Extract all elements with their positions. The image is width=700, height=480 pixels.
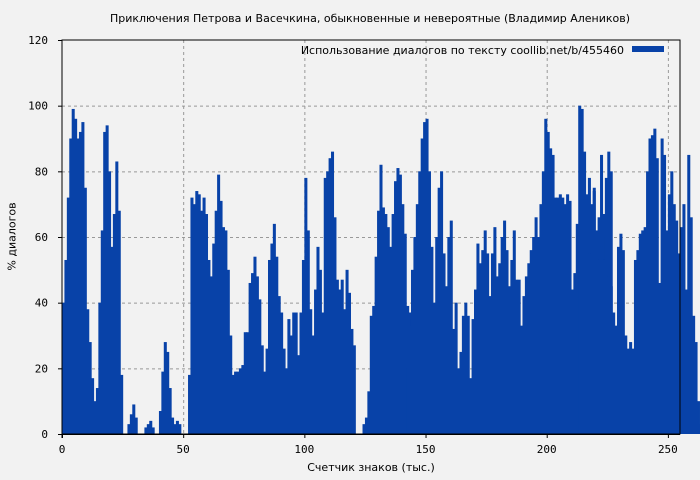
svg-text:150: 150 bbox=[416, 443, 436, 456]
chart-title: Приключения Петрова и Васечкина, обыкнов… bbox=[109, 12, 631, 25]
axes: 0 20 40 60 80 100 120 0 50 100 150 200 250 bbox=[28, 34, 681, 456]
svg-text:80: 80 bbox=[35, 165, 48, 178]
svg-text:120: 120 bbox=[28, 34, 48, 47]
svg-text:200: 200 bbox=[537, 443, 557, 456]
svg-text:60: 60 bbox=[35, 231, 48, 244]
svg-text:20: 20 bbox=[35, 362, 48, 375]
svg-text:250: 250 bbox=[658, 443, 678, 456]
legend-label: Использование диалогов по тексту coollib… bbox=[301, 44, 624, 57]
svg-text:0: 0 bbox=[41, 428, 48, 441]
svg-text:40: 40 bbox=[35, 297, 48, 310]
data-bars bbox=[62, 105, 700, 435]
svg-text:100: 100 bbox=[28, 100, 48, 113]
svg-text:50: 50 bbox=[177, 443, 190, 456]
legend-swatch bbox=[632, 46, 664, 52]
x-axis-label: Счетчик знаков (тыс.) bbox=[307, 461, 435, 474]
svg-text:100: 100 bbox=[294, 443, 314, 456]
legend: Использование диалогов по тексту coollib… bbox=[301, 44, 664, 57]
svg-text:0: 0 bbox=[59, 443, 66, 456]
